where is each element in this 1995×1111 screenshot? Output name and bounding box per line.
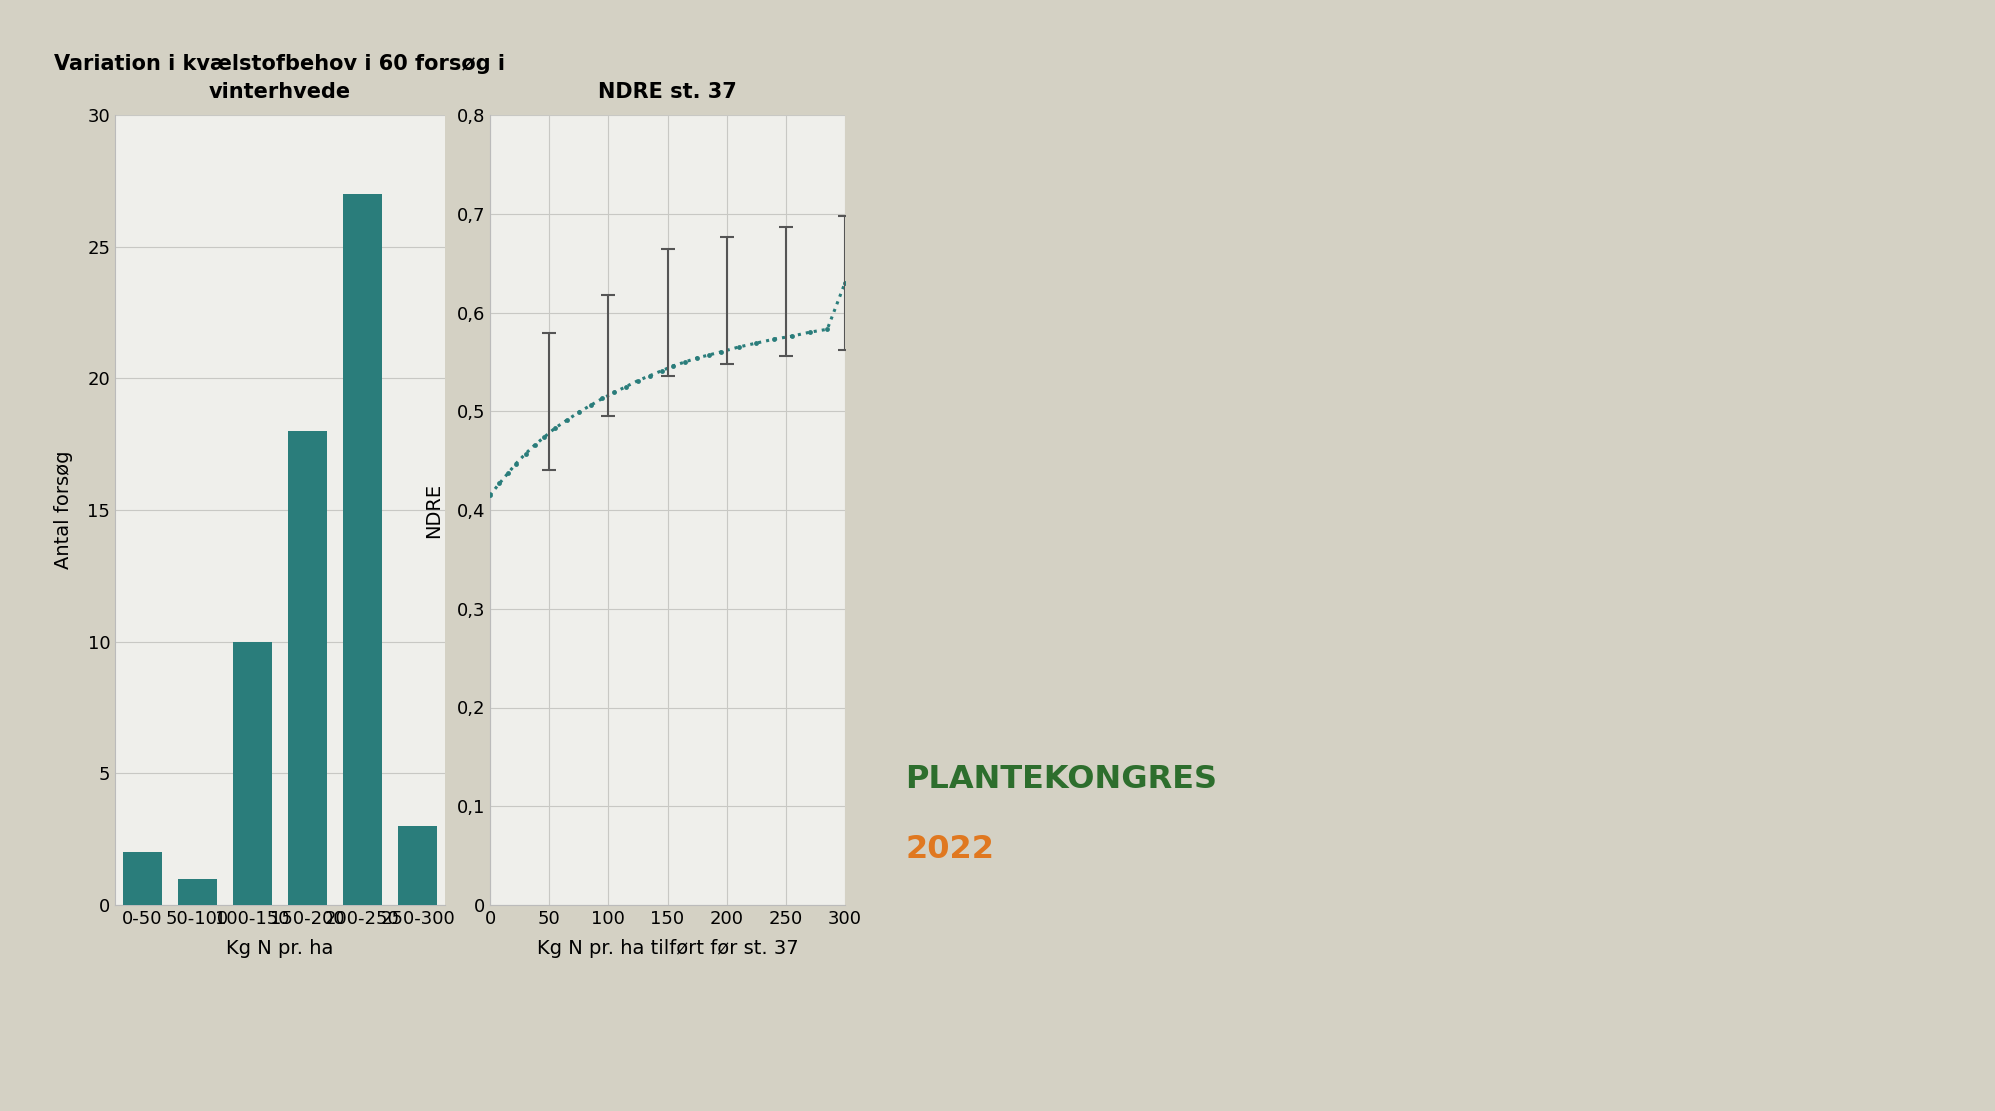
Title: NDRE st. 37: NDRE st. 37: [598, 82, 736, 102]
Y-axis label: NDRE: NDRE: [423, 482, 443, 538]
Title: Variation i kvælstofbehov i 60 forsøg i
vinterhvede: Variation i kvælstofbehov i 60 forsøg i …: [54, 54, 505, 102]
Y-axis label: Antal forsøg: Antal forsøg: [54, 451, 74, 569]
Text: 2022: 2022: [906, 834, 994, 865]
X-axis label: Kg N pr. ha tilført før st. 37: Kg N pr. ha tilført før st. 37: [537, 939, 798, 958]
Bar: [287, 431, 327, 905]
Bar: [343, 194, 383, 905]
Bar: [124, 852, 162, 905]
Text: PLANTEKONGRES: PLANTEKONGRES: [906, 764, 1217, 795]
Bar: [178, 879, 217, 905]
X-axis label: Kg N pr. ha: Kg N pr. ha: [225, 939, 333, 958]
Bar: [233, 642, 271, 905]
Bar: [397, 825, 437, 905]
